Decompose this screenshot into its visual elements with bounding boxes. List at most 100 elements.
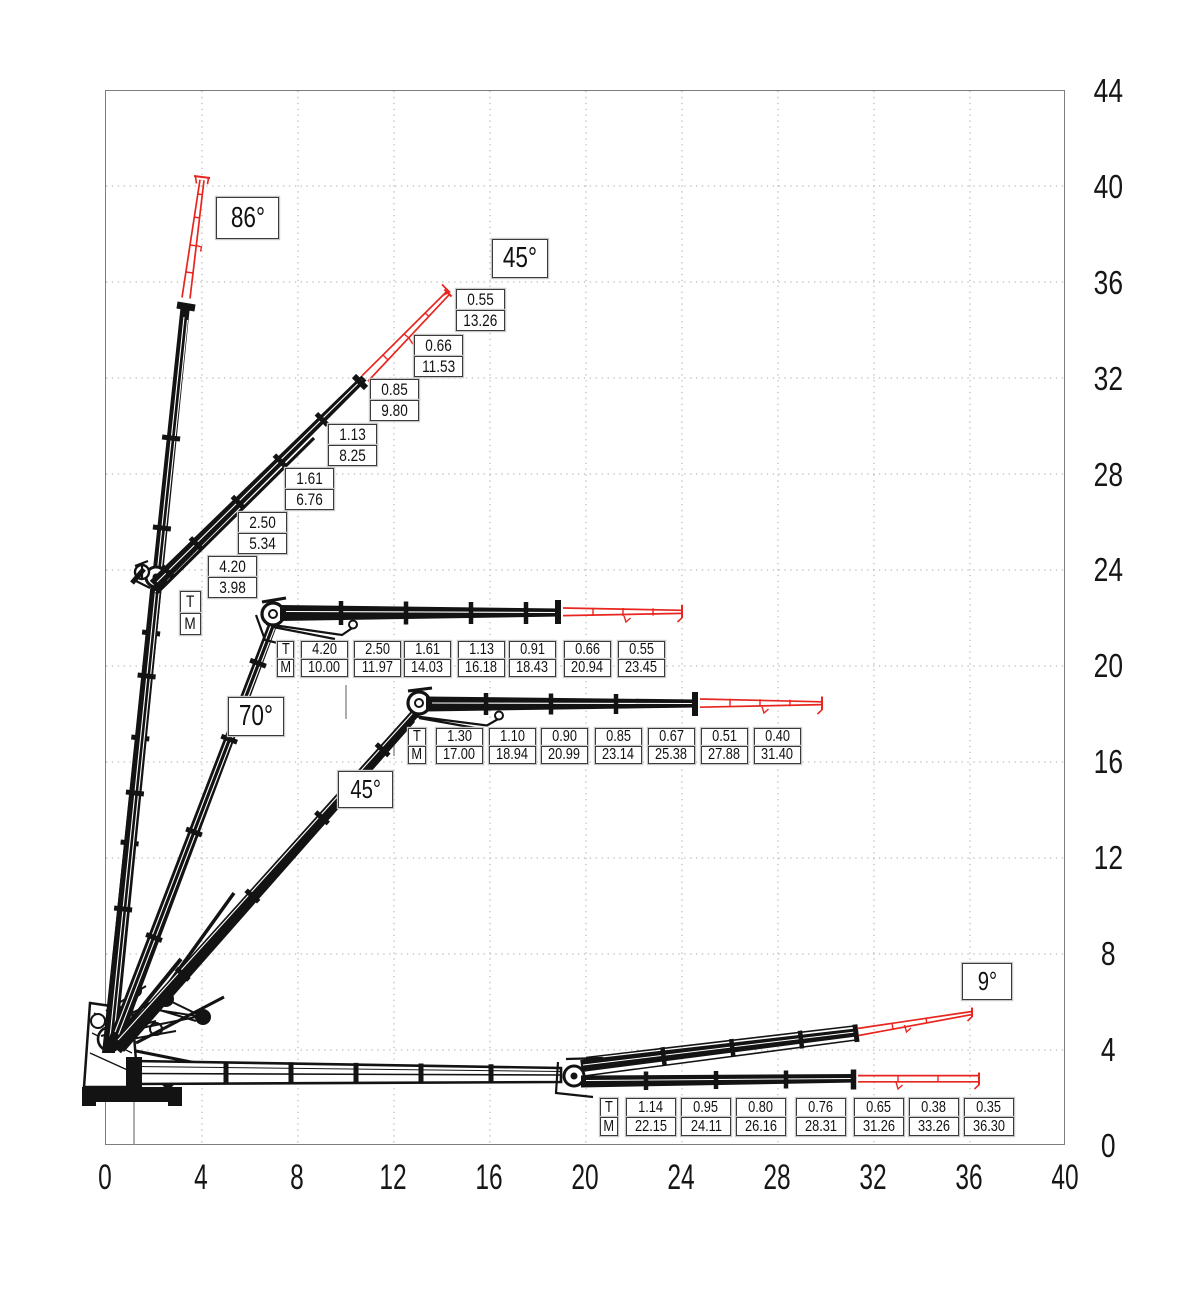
- t-value: 1.61: [415, 641, 440, 658]
- load-cell-t: 1.10: [489, 728, 536, 746]
- tick-label: 16: [1093, 743, 1123, 780]
- t-value: 0.67: [659, 728, 684, 745]
- load-cell-t: 0.76: [796, 1098, 846, 1117]
- tick-label: 28: [763, 1158, 791, 1197]
- m-value: 8.25: [339, 445, 366, 465]
- load-cell-m: 28.31: [796, 1117, 846, 1136]
- tick-label: 0: [98, 1158, 112, 1197]
- t-value: 0.76: [808, 1098, 834, 1116]
- m-value: 17.00: [443, 746, 476, 763]
- tick-label: 36: [955, 1158, 983, 1197]
- t-value: 1.13: [469, 641, 494, 658]
- load-cell-m: 10.00: [301, 659, 348, 677]
- t-value: 1.30: [447, 728, 472, 745]
- label-text: M: [280, 659, 291, 676]
- x-tick: 24: [662, 1158, 701, 1198]
- load-box-t: 1.61: [285, 468, 334, 489]
- angle-text: 9°: [977, 966, 997, 996]
- angle-label-70: 70°: [228, 697, 284, 736]
- plot-area: 86° 45° 70° 45° 9° 0.55 13.26 0.66 11.53…: [82, 90, 1066, 1146]
- tick-label: 12: [379, 1158, 407, 1197]
- load-cell-m: 18.94: [489, 746, 536, 764]
- t-value: 0.85: [381, 379, 408, 399]
- m-value: 9.80: [381, 400, 408, 420]
- grid-lines: [106, 91, 1066, 1146]
- load-cell-m: 11.97: [354, 659, 401, 677]
- y-tick: 0: [1076, 1127, 1140, 1165]
- load-cell-t: 0.51: [701, 728, 748, 746]
- load-cell-t: 0.95: [681, 1098, 731, 1117]
- jib-0deg: [858, 1072, 980, 1091]
- m-value: 31.26: [862, 1117, 896, 1135]
- jib-45deg-lower: [699, 696, 823, 715]
- m-value: 18.43: [516, 659, 549, 676]
- load-cell-t: 2.50: [354, 641, 401, 659]
- angle-label-45-upper: 45°: [492, 239, 548, 278]
- t-value: 1.10: [500, 728, 525, 745]
- y-tick: 4: [1076, 1031, 1140, 1069]
- load-cell-m: 16.18: [458, 659, 505, 677]
- load-box-t: 2.50: [238, 512, 287, 533]
- load-cell-m: 17.00: [436, 746, 483, 764]
- t-value: 0.90: [552, 728, 577, 745]
- y-tick: 24: [1076, 551, 1140, 589]
- jib-45deg-upper: [361, 283, 453, 382]
- y-tick: 16: [1076, 743, 1140, 781]
- tick-label: 32: [859, 1158, 887, 1197]
- load-box-m: 6.76: [285, 489, 334, 510]
- y-tick: 32: [1076, 360, 1140, 398]
- x-tick: 32: [854, 1158, 893, 1198]
- angle-text: 45°: [502, 242, 538, 274]
- m-value: 6.76: [296, 489, 323, 509]
- m-value: 3.98: [219, 577, 246, 597]
- row-label-meters: M: [600, 1117, 618, 1136]
- load-cell-t: 0.38: [909, 1098, 959, 1117]
- t-value: 4.20: [312, 641, 337, 658]
- load-cell-m: 26.16: [736, 1117, 786, 1136]
- config-45deg-upper: [103, 283, 453, 1051]
- m-value: 13.26: [463, 310, 498, 330]
- m-value: 18.94: [496, 746, 529, 763]
- t-value: 0.95: [693, 1098, 719, 1116]
- y-tick: 20: [1076, 647, 1140, 685]
- jib-70deg: [562, 605, 683, 624]
- t-value: 2.50: [365, 641, 390, 658]
- load-cell-m: 24.11: [681, 1117, 731, 1136]
- x-tick: 36: [950, 1158, 989, 1198]
- t-value: 1.14: [638, 1098, 664, 1116]
- load-cell-m: 14.03: [404, 659, 451, 677]
- load-cell-t: 0.40: [754, 728, 801, 746]
- m-value: 23.45: [625, 659, 658, 676]
- t-value: 0.66: [425, 335, 452, 355]
- load-cell-t: 1.30: [436, 728, 483, 746]
- load-cell-m: 33.26: [909, 1117, 959, 1136]
- t-value: 0.66: [575, 641, 600, 658]
- x-tick: 0: [95, 1158, 114, 1198]
- load-cell-t: 1.14: [626, 1098, 676, 1117]
- angle-text: 86°: [230, 201, 265, 234]
- t-value: 0.80: [748, 1098, 774, 1116]
- t-value: 1.61: [296, 468, 323, 488]
- tick-label: 36: [1093, 264, 1123, 301]
- y-tick: 40: [1076, 168, 1140, 206]
- tick-label: 4: [1100, 1031, 1116, 1068]
- x-tick: 20: [566, 1158, 605, 1198]
- load-cell-m: 31.40: [754, 746, 801, 764]
- t-value: 2.50: [249, 512, 276, 532]
- x-tick: 16: [470, 1158, 509, 1198]
- y-tick: 36: [1076, 264, 1140, 302]
- x-tick: 4: [191, 1158, 210, 1198]
- crane-diagram-svg: [82, 91, 1066, 1146]
- load-cell-t: 0.66: [564, 641, 611, 659]
- t-value: 0.55: [467, 289, 494, 309]
- load-box-m: 8.25: [328, 445, 377, 466]
- load-cell-t: 1.61: [404, 641, 451, 659]
- t-value: 0.91: [520, 641, 545, 658]
- row-label-meters: M: [180, 613, 201, 635]
- x-tick: 28: [758, 1158, 797, 1198]
- m-value: 10.00: [308, 659, 341, 676]
- load-cell-m: 23.14: [595, 746, 642, 764]
- load-cell-t: 0.91: [509, 641, 556, 659]
- m-value: 27.88: [708, 746, 741, 763]
